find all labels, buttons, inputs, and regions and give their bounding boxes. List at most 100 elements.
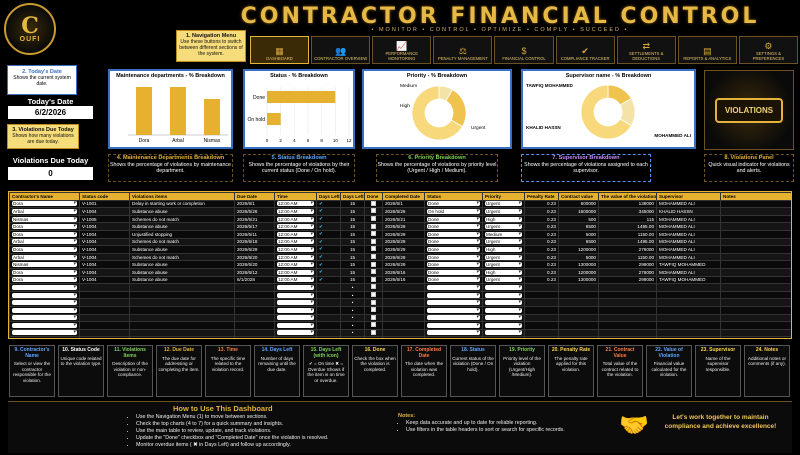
- table-cell[interactable]: [720, 290, 791, 300]
- table-cell[interactable]: Substance abuse: [129, 245, 235, 254]
- column-header[interactable]: Priority: [482, 192, 525, 201]
- done-checkbox[interactable]: [371, 292, 376, 298]
- table-cell[interactable]: Schemes do not match: [129, 252, 235, 262]
- table-cell[interactable]: [364, 222, 383, 231]
- table-row-empty[interactable]: •: [9, 321, 791, 330]
- nav-settlements-deductions[interactable]: ⇄ SETTLEMENTS & DEDUCTIONS: [616, 36, 676, 64]
- table-cell[interactable]: MOHAMMED ALI: [656, 214, 721, 224]
- table-cell[interactable]: [482, 321, 525, 330]
- table-cell[interactable]: [364, 237, 383, 247]
- table-cell[interactable]: Urgent: [482, 199, 525, 209]
- table-row-empty[interactable]: •: [9, 313, 791, 323]
- table-cell[interactable]: Schemes do not match: [129, 237, 235, 247]
- table-cell[interactable]: [9, 298, 80, 307]
- dropdown[interactable]: [277, 315, 314, 321]
- column-header[interactable]: Status: [424, 192, 483, 201]
- table-cell[interactable]: Delay in starting work or completion: [129, 199, 235, 209]
- done-checkbox[interactable]: [371, 246, 376, 252]
- dropdown[interactable]: 12:00 AM: [277, 201, 314, 207]
- table-cell[interactable]: [274, 283, 317, 292]
- table-cell[interactable]: ✔: [316, 199, 341, 209]
- table-cell[interactable]: ✔: [316, 207, 341, 216]
- dropdown[interactable]: [427, 307, 480, 313]
- dropdown[interactable]: Done: [427, 269, 480, 275]
- dropdown[interactable]: [485, 292, 522, 298]
- dropdown[interactable]: Urgent: [485, 277, 522, 283]
- table-cell[interactable]: [9, 321, 80, 330]
- table-cell[interactable]: [382, 290, 425, 300]
- table-cell[interactable]: [364, 260, 383, 269]
- table-cell[interactable]: 12:00 AM: [274, 245, 317, 254]
- column-header[interactable]: Notes: [720, 192, 791, 201]
- table-cell[interactable]: [720, 229, 791, 239]
- table-cell[interactable]: [364, 275, 383, 285]
- table-cell[interactable]: [316, 313, 341, 323]
- table-cell[interactable]: [656, 305, 721, 315]
- done-checkbox[interactable]: [371, 223, 376, 229]
- table-cell[interactable]: 12:00 AM: [274, 267, 317, 277]
- table-cell[interactable]: 1495.00: [598, 237, 657, 247]
- column-header[interactable]: The value of the violation: [598, 192, 657, 201]
- table-cell[interactable]: [316, 321, 341, 330]
- table-cell[interactable]: [524, 298, 559, 307]
- table-cell[interactable]: •: [340, 305, 365, 315]
- dropdown[interactable]: [277, 300, 314, 306]
- dropdown[interactable]: [277, 330, 314, 336]
- table-cell[interactable]: 2026/6/29: [382, 252, 425, 262]
- table-cell[interactable]: 15: [340, 214, 365, 224]
- column-header[interactable]: Penalty Rate: [524, 192, 559, 201]
- column-header[interactable]: Days Left: [316, 192, 341, 201]
- dropdown[interactable]: High: [485, 247, 522, 252]
- table-cell[interactable]: 1300000: [558, 275, 599, 285]
- table-cell[interactable]: 15: [340, 237, 365, 247]
- table-cell[interactable]: [234, 328, 275, 338]
- table-cell[interactable]: 6500: [558, 222, 599, 231]
- table-cell[interactable]: Substance abuse: [129, 207, 235, 216]
- table-cell[interactable]: 345000: [598, 207, 657, 216]
- table-cell[interactable]: Done: [424, 237, 483, 247]
- table-cell[interactable]: [720, 298, 791, 307]
- table-cell[interactable]: [558, 321, 599, 330]
- done-checkbox[interactable]: [371, 216, 376, 222]
- table-cell[interactable]: [9, 313, 80, 323]
- nav-reports-analytics[interactable]: ▤ REPORTS & ANALYTICS: [677, 36, 737, 64]
- dropdown[interactable]: [485, 300, 522, 306]
- table-cell[interactable]: Urgent: [482, 222, 525, 231]
- column-header[interactable]: Status code: [79, 192, 130, 201]
- table-cell[interactable]: KHALID HASSN: [656, 207, 721, 216]
- table-cell[interactable]: [364, 298, 383, 307]
- table-cell[interactable]: [364, 336, 383, 338]
- table-cell[interactable]: [364, 229, 383, 239]
- table-cell[interactable]: [598, 321, 657, 330]
- dropdown[interactable]: [485, 307, 522, 313]
- table-cell[interactable]: Done: [424, 199, 483, 209]
- table-cell[interactable]: [234, 321, 275, 330]
- table-cell[interactable]: [524, 336, 559, 338]
- dropdown[interactable]: Medium: [485, 231, 522, 237]
- column-header[interactable]: Days Left: [340, 192, 365, 201]
- table-cell[interactable]: Unjustified stopping: [129, 229, 235, 239]
- table-cell[interactable]: [524, 321, 559, 330]
- table-cell[interactable]: [720, 313, 791, 323]
- dropdown[interactable]: [277, 285, 314, 290]
- table-cell[interactable]: [364, 283, 383, 292]
- dropdown[interactable]: 12:00 AM: [277, 209, 314, 214]
- done-checkbox[interactable]: [371, 337, 376, 338]
- done-checkbox[interactable]: [371, 239, 376, 244]
- table-cell[interactable]: [720, 336, 791, 338]
- table-cell[interactable]: 2026/6/16: [382, 275, 425, 285]
- column-header[interactable]: Done: [364, 192, 383, 201]
- dropdown[interactable]: Done: [427, 224, 480, 230]
- table-cell[interactable]: V-1004: [79, 229, 130, 239]
- table-cell[interactable]: [656, 313, 721, 323]
- table-cell[interactable]: [424, 313, 483, 323]
- table-cell[interactable]: [364, 252, 383, 262]
- table-cell[interactable]: 115: [598, 214, 657, 224]
- table-cell[interactable]: On hold: [424, 207, 483, 216]
- table-cell[interactable]: [424, 321, 483, 330]
- table-cell[interactable]: Done: [424, 229, 483, 239]
- column-header[interactable]: Contract value: [558, 192, 599, 201]
- dropdown[interactable]: 12:00 AM: [277, 216, 314, 222]
